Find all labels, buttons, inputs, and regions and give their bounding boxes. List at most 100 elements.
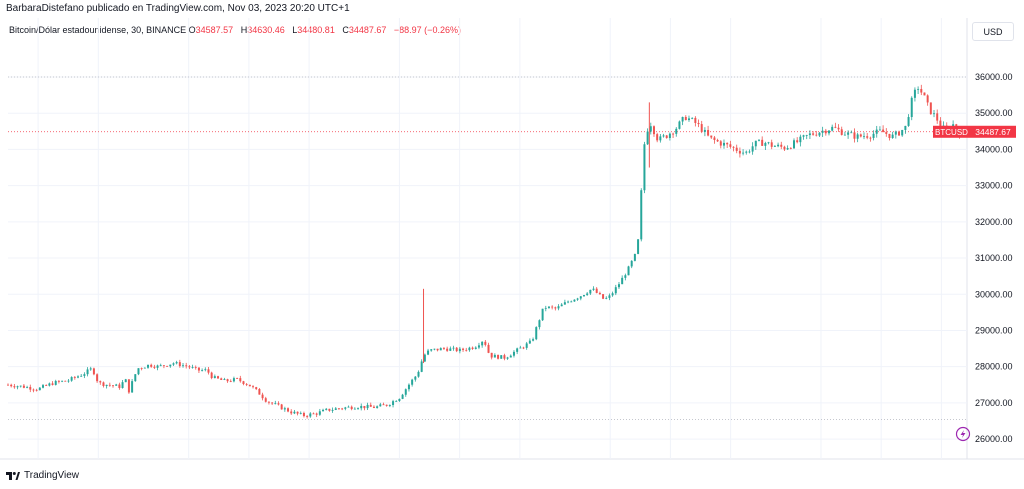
candle-body xyxy=(131,381,134,393)
candle-body xyxy=(789,148,792,149)
candle-body xyxy=(455,347,458,352)
candle-body xyxy=(484,341,487,345)
candle-body xyxy=(299,412,302,414)
candle-body xyxy=(178,362,181,367)
candle-body xyxy=(754,140,757,147)
candle-body xyxy=(904,125,907,130)
candle-body xyxy=(576,298,579,300)
candle-body xyxy=(792,140,795,149)
candle-body xyxy=(821,130,824,133)
candle-body xyxy=(140,368,143,370)
candle-body xyxy=(805,135,808,136)
candle-body xyxy=(541,308,544,321)
candle-body xyxy=(586,293,589,296)
candle-body xyxy=(322,409,325,412)
candle-body xyxy=(162,365,165,367)
candle-body xyxy=(175,362,178,364)
candle-body xyxy=(439,348,442,351)
candle-body xyxy=(643,144,646,191)
candle-body xyxy=(350,406,353,410)
candle-body xyxy=(560,304,563,307)
price-chart[interactable]: 26000.00 27000.00 28000.00 29000.00 30000.00… xyxy=(0,18,1024,466)
candle-body xyxy=(713,137,716,140)
candle-body xyxy=(442,348,445,349)
candle-body xyxy=(325,408,328,410)
candle-body xyxy=(878,129,881,131)
candle-body xyxy=(404,389,407,395)
candle-body xyxy=(824,130,827,134)
candle-body xyxy=(372,406,375,408)
candle-body xyxy=(89,368,92,370)
candle-body xyxy=(395,401,398,402)
candle-body xyxy=(42,385,45,388)
candle-body xyxy=(831,126,834,131)
candle-body xyxy=(738,150,741,154)
candle-body xyxy=(748,151,751,153)
candle-body xyxy=(799,136,802,143)
candle-body xyxy=(770,142,773,147)
candle-body xyxy=(398,398,401,402)
candle-body xyxy=(112,385,115,387)
candle-body xyxy=(567,301,570,303)
open-value: 34587.57 xyxy=(195,25,234,35)
candle-body xyxy=(248,384,251,387)
candle-body xyxy=(742,152,745,154)
candle-body xyxy=(512,351,515,356)
candle-body xyxy=(535,327,538,340)
candle-body xyxy=(869,137,872,139)
candle-body xyxy=(777,144,780,147)
candle-body xyxy=(617,284,620,288)
candle-body xyxy=(652,126,655,135)
candle-body xyxy=(255,387,258,390)
candle-body xyxy=(54,380,57,385)
candle-body xyxy=(293,411,296,414)
candle-body xyxy=(197,367,200,371)
candle-body xyxy=(933,113,936,115)
candle-body xyxy=(767,142,770,144)
candle-body xyxy=(201,370,204,371)
candle-body xyxy=(77,376,80,378)
candle-body xyxy=(277,403,280,405)
candle-body xyxy=(312,413,315,415)
candle-body xyxy=(522,347,525,349)
candle-body xyxy=(665,135,668,138)
candle-body xyxy=(67,380,70,382)
candle-body xyxy=(773,146,776,148)
candle-body xyxy=(837,127,840,130)
candle-body xyxy=(427,350,430,355)
candle-body xyxy=(446,348,449,351)
candle-body xyxy=(32,389,35,391)
candle-body xyxy=(757,139,760,141)
candle-body xyxy=(687,118,690,121)
candle-body xyxy=(697,122,700,125)
candle-body xyxy=(700,124,703,132)
candle-body xyxy=(10,384,13,387)
candle-body xyxy=(621,277,624,285)
candle-body xyxy=(923,92,926,96)
candle-body xyxy=(474,347,477,349)
candle-body xyxy=(274,403,277,405)
candle-body xyxy=(834,126,837,128)
candle-body xyxy=(376,406,379,408)
candle-body xyxy=(519,347,522,349)
candle-body xyxy=(401,394,404,399)
candle-body xyxy=(490,352,493,358)
lightning-icon[interactable] xyxy=(955,426,971,442)
candle-body xyxy=(929,102,932,115)
y-tick-label: 26000.00 xyxy=(975,434,1013,444)
currency-selector[interactable]: USD xyxy=(972,22,1014,41)
candle-body xyxy=(347,406,350,408)
candle-body xyxy=(204,369,207,371)
candle-body xyxy=(668,133,671,138)
candle-body xyxy=(127,379,130,393)
candle-body xyxy=(570,301,573,303)
candle-body xyxy=(360,405,363,409)
candle-body xyxy=(828,130,831,134)
candle-body xyxy=(92,368,95,375)
candle-body xyxy=(898,131,901,136)
candle-body xyxy=(331,409,334,411)
candle-body xyxy=(675,128,678,134)
candle-body xyxy=(703,129,706,132)
last-price-tag xyxy=(970,125,1016,138)
candle-body xyxy=(936,113,939,121)
